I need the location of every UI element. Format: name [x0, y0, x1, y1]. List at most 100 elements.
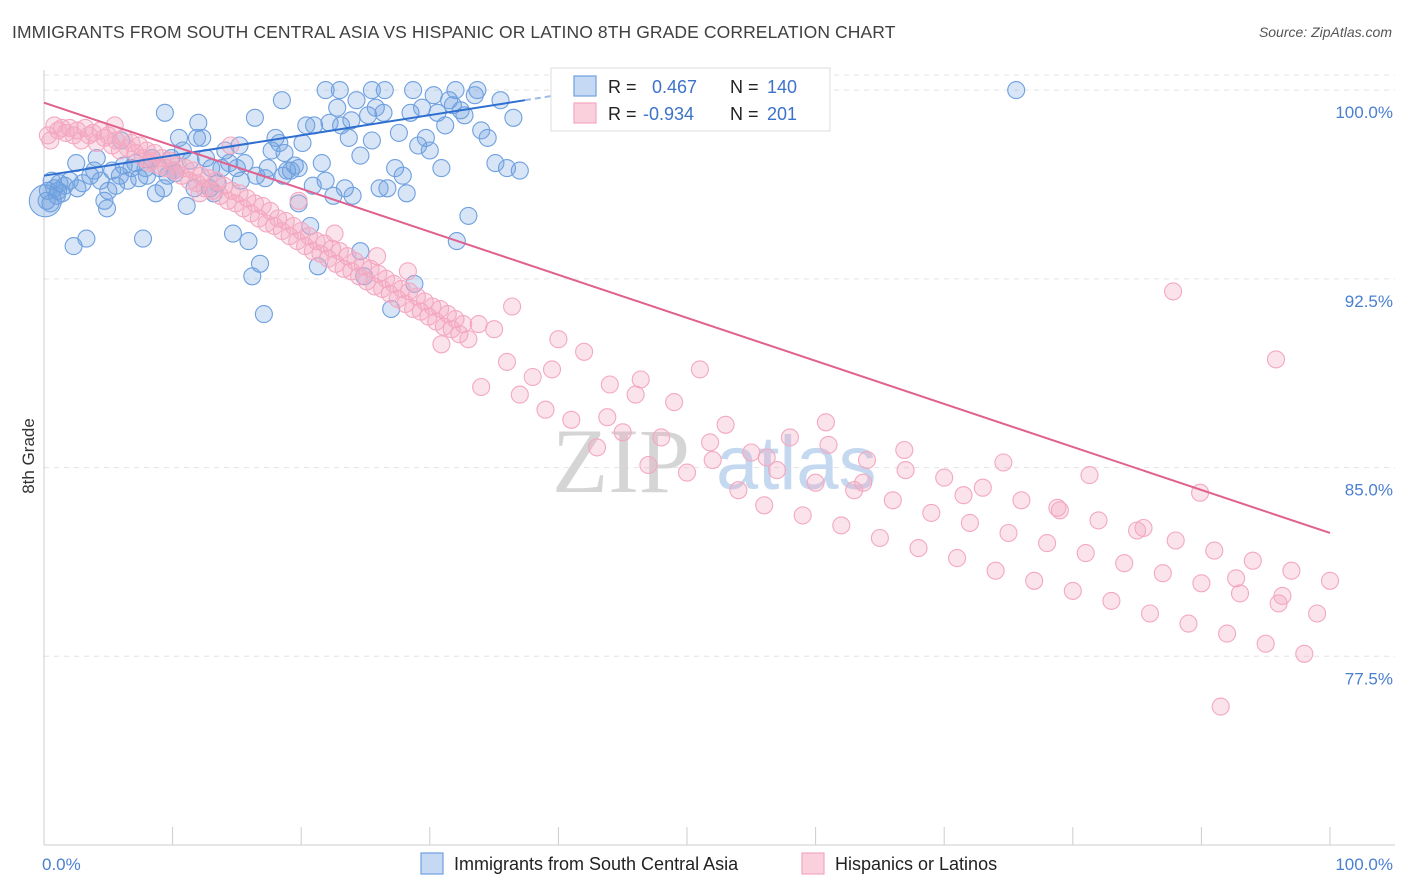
point-hispanic-latino — [1089, 511, 1108, 530]
point-hispanic-latino — [1273, 586, 1292, 605]
point-south-central-asia — [478, 128, 497, 147]
point-hispanic-latino — [665, 393, 684, 412]
point-hispanic-latino — [857, 450, 877, 470]
point-south-central-asia — [1007, 81, 1026, 100]
point-hispanic-latino — [542, 360, 562, 379]
point-hispanic-latino — [806, 473, 825, 492]
point-south-central-asia — [235, 154, 254, 173]
point-hispanic-latino — [1166, 531, 1185, 550]
x-tick-label-min: 0.0% — [42, 855, 81, 874]
point-hispanic-latino — [832, 516, 851, 535]
source-label: Source: ZipAtlas.com — [1258, 24, 1392, 40]
point-south-central-asia — [312, 154, 331, 173]
point-hispanic-latino — [536, 400, 555, 419]
point-south-central-asia — [303, 176, 322, 195]
point-south-central-asia — [77, 229, 96, 248]
point-hispanic-latino — [757, 448, 776, 467]
point-hispanic-latino — [1102, 591, 1121, 610]
point-hispanic-latino — [38, 126, 57, 145]
y-tick-label: 92.5% — [1345, 292, 1393, 311]
y-tick-labels: 77.5% 85.0% 92.5% 100.0% — [1335, 103, 1393, 688]
point-south-central-asia — [239, 232, 258, 251]
legend-swatch-blue — [420, 852, 444, 875]
point-hispanic-latino — [1308, 604, 1327, 623]
point-south-central-asia — [342, 111, 361, 130]
point-hispanic-latino — [729, 481, 748, 500]
point-hispanic-latino — [639, 455, 658, 475]
point-hispanic-latino — [626, 385, 645, 404]
point-hispanic-latino — [1038, 534, 1057, 553]
point-hispanic-latino — [986, 561, 1005, 580]
stat-n-value-2: 201 — [767, 104, 797, 124]
point-hispanic-latino — [1230, 584, 1250, 603]
point-south-central-asia — [275, 143, 294, 163]
point-south-central-asia — [362, 131, 381, 150]
point-hispanic-latino — [1227, 569, 1246, 588]
legend-label-series-2: Hispanics or Latinos — [835, 854, 997, 874]
watermark-atlas: atlas — [716, 421, 877, 506]
watermark: ZIP atlas — [552, 410, 877, 512]
point-south-central-asia — [193, 128, 212, 147]
point-hispanic-latino — [780, 428, 799, 447]
point-south-central-asia — [504, 108, 523, 127]
point-hispanic-latino — [1140, 604, 1160, 623]
point-hispanic-latino — [690, 360, 709, 379]
point-south-central-asia — [339, 128, 358, 147]
point-hispanic-latino — [895, 440, 914, 460]
point-hispanic-latino — [450, 325, 469, 344]
point-south-central-asia — [389, 123, 408, 142]
point-hispanic-latino — [1048, 498, 1067, 517]
point-south-central-asia — [446, 81, 465, 100]
y-tick-label: 100.0% — [1335, 103, 1393, 122]
y-axis-label: 8th Grade — [19, 418, 38, 494]
point-south-central-asia — [424, 86, 443, 105]
data-points — [28, 81, 1340, 716]
point-hispanic-latino — [1076, 544, 1095, 563]
point-hispanic-latino — [973, 478, 992, 497]
stat-r-value-2: -0.934 — [643, 104, 694, 124]
point-hispanic-latino — [999, 523, 1018, 543]
point-hispanic-latino — [1320, 571, 1340, 590]
point-south-central-asia — [245, 108, 264, 127]
series-legend: Immigrants from South Central Asia Hispa… — [420, 852, 997, 875]
point-hispanic-latino — [1205, 541, 1224, 560]
point-south-central-asia — [393, 166, 412, 185]
point-hispanic-latino — [1164, 282, 1183, 301]
point-south-central-asia — [73, 174, 92, 193]
point-hispanic-latino — [701, 433, 720, 452]
point-south-central-asia — [328, 98, 347, 117]
point-hispanic-latino — [432, 335, 451, 354]
point-south-central-asia — [133, 229, 153, 248]
point-hispanic-latino — [459, 330, 478, 349]
point-south-central-asia — [382, 299, 401, 319]
point-hispanic-latino — [896, 461, 915, 480]
point-hispanic-latino — [652, 428, 671, 447]
point-hispanic-latino — [562, 410, 581, 429]
point-hispanic-latino — [454, 315, 473, 334]
point-hispanic-latino — [41, 131, 60, 150]
point-hispanic-latino — [954, 486, 973, 505]
point-hispanic-latino — [922, 503, 941, 522]
point-hispanic-latino — [289, 191, 308, 210]
point-hispanic-latino — [767, 461, 787, 480]
trend-line-south-central-asia — [43, 99, 526, 177]
point-south-central-asia — [37, 191, 56, 210]
point-south-central-asia — [465, 86, 484, 105]
point-south-central-asia — [374, 103, 393, 122]
point-hispanic-latino — [1012, 491, 1031, 510]
point-south-central-asia — [87, 149, 106, 168]
point-hispanic-latino — [755, 496, 774, 515]
point-hispanic-latino — [870, 528, 889, 548]
legend-swatch-pink — [801, 852, 825, 875]
point-hispanic-latino — [497, 352, 517, 371]
point-hispanic-latino — [1025, 571, 1044, 590]
y-tick-label: 85.0% — [1345, 481, 1393, 500]
point-south-central-asia — [316, 81, 335, 100]
point-south-central-asia — [250, 254, 270, 273]
stats-swatch-pink — [573, 102, 597, 124]
legend-label-series-1: Immigrants from South Central Asia — [454, 854, 739, 874]
point-hispanic-latino — [1153, 564, 1172, 583]
point-hispanic-latino — [994, 453, 1013, 472]
point-south-central-asia — [187, 128, 207, 147]
point-hispanic-latino — [1266, 350, 1286, 369]
